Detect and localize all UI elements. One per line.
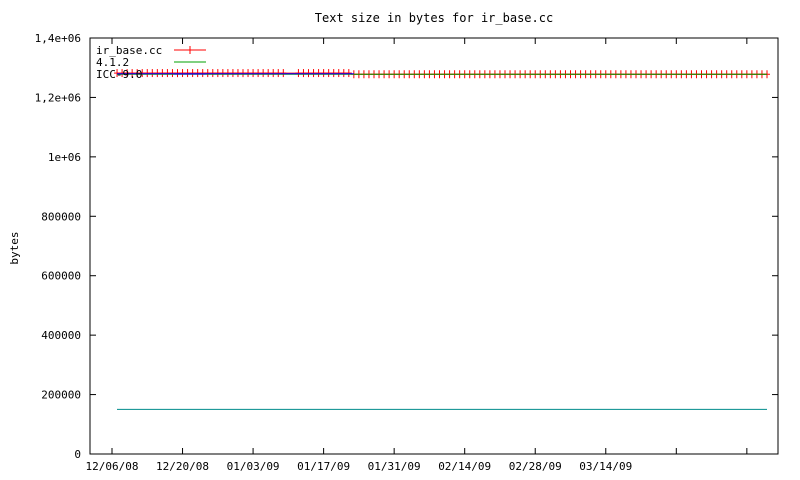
data-point [265,69,272,78]
y-tick-label: 0 [74,448,81,461]
data-point [229,69,236,78]
data-point [300,69,307,78]
data-point [219,69,226,78]
data-point [114,69,121,78]
data-point [134,69,141,78]
data-point [260,69,267,78]
data-point [144,69,151,78]
y-tick-label: 1,2e+06 [35,91,81,104]
legend-label: ir_base.cc [96,44,162,57]
x-tick-label: 03/14/09 [579,460,632,473]
data-point [275,69,282,78]
data-point [129,69,136,78]
data-point [149,69,156,78]
data-point [340,69,347,78]
series-layer [114,69,770,410]
y-tick-label: 200000 [41,389,81,402]
x-tick-label: 12/20/08 [156,460,209,473]
data-point [189,69,196,78]
x-tick-label: 01/31/09 [368,460,421,473]
y-axis: 0 200000 400000 600000 800000 1e+06 1,2e+06 1,4… [35,32,778,461]
plot-area-frame [89,37,779,455]
data-point [204,69,211,78]
data-point [164,69,171,78]
y-tick-label: 1e+06 [48,151,81,164]
data-point [270,69,277,78]
data-point [199,69,206,78]
data-point [174,69,181,78]
data-point [240,69,246,78]
data-point [280,69,287,78]
x-tick-label: 02/14/09 [438,460,491,473]
data-point [209,69,216,78]
x-axis: 12/06/08 12/20/08 01/03/09 01/17/09 01/31/09… [86,38,748,473]
data-point [305,69,312,78]
data-point [245,69,252,78]
data-point [169,69,176,78]
y-tick-label: 600000 [41,270,81,283]
data-point [325,69,332,78]
data-point [159,69,166,78]
data-point [295,69,302,78]
data-point [335,69,342,78]
y-axis-label: bytes [8,231,21,264]
data-point [214,69,221,78]
data-point [320,69,327,78]
data-point [250,69,257,78]
data-point [179,69,186,78]
y-tick-label: 800000 [41,210,81,223]
x-tick-label: 02/28/09 [509,460,562,473]
data-point [224,69,231,78]
data-point [345,69,352,78]
data-point [330,69,337,78]
x-tick-label: 01/17/09 [297,460,350,473]
y-tick-label: 400000 [41,329,81,342]
data-point [194,69,201,78]
data-point [310,69,317,78]
legend-label: ICC-9.0 [96,68,142,81]
data-point [315,69,322,78]
legend-label: 4.1.2 [96,56,129,69]
data-point [184,69,191,78]
y-tick-label: 1,4e+06 [35,32,81,45]
x-tick-label: 12/06/08 [86,460,139,473]
data-point [255,69,262,78]
chart-title: Text size in bytes for ir_base.cc [315,11,553,25]
data-point [124,69,131,78]
x-tick-label: 01/03/09 [227,460,280,473]
data-point [139,69,146,78]
data-point [154,69,161,78]
data-point [234,69,241,78]
data-point [119,69,126,78]
